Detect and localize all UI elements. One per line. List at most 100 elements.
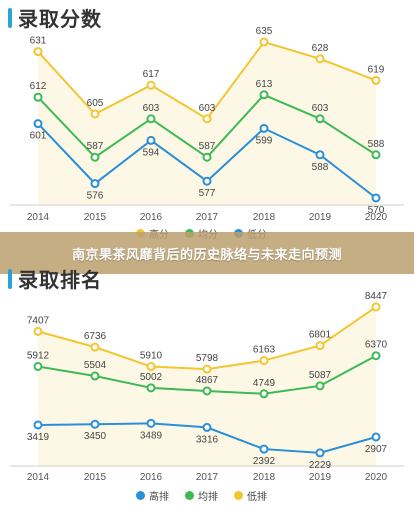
data-point (259, 389, 269, 399)
data-label: 570 (368, 205, 385, 216)
data-label: 588 (312, 162, 329, 173)
data-label: 3450 (84, 431, 107, 442)
x-tick-label: 2020 (365, 212, 388, 223)
banner-text: 南京果茶风靡背后的历史脉络与未来走向预测 (71, 246, 342, 262)
data-point (202, 114, 212, 124)
page-title-ranks: 录取排名 (18, 270, 102, 292)
legend-dot-icon (136, 491, 145, 500)
data-label: 5504 (84, 360, 107, 371)
data-label: 2229 (309, 460, 332, 471)
data-label: 603 (143, 103, 160, 114)
data-point (90, 152, 100, 162)
x-tick-label: 2017 (196, 472, 219, 483)
data-label: 619 (368, 64, 385, 75)
data-point (315, 150, 325, 160)
data-point (33, 361, 43, 371)
legend-item-avg-rank[interactable]: 均排 (185, 488, 218, 503)
data-label: 5087 (309, 370, 332, 381)
data-label: 635 (256, 26, 273, 37)
data-point (371, 351, 381, 361)
data-point (371, 193, 381, 203)
legend-label: 高排 (149, 492, 169, 503)
x-tick-label: 2017 (196, 212, 219, 223)
data-point (371, 75, 381, 85)
section-title-scores: 录取分数 (8, 3, 102, 32)
legend-ranks: 高排 均排 低排 (136, 488, 267, 503)
data-point (315, 341, 325, 351)
data-point (315, 448, 325, 458)
data-label: 587 (199, 141, 216, 152)
legend-label: 均排 (198, 492, 218, 503)
x-tick-label: 2015 (84, 472, 107, 483)
x-tick-label: 2018 (253, 472, 276, 483)
legend-item-high-rank[interactable]: 高排 (136, 488, 169, 503)
data-point (371, 302, 381, 312)
data-point (33, 47, 43, 57)
data-label: 612 (30, 81, 47, 92)
data-label: 4749 (253, 378, 276, 389)
data-point (371, 432, 381, 442)
data-label: 2392 (253, 456, 276, 467)
data-point (315, 114, 325, 124)
data-label: 576 (87, 191, 104, 202)
title-accent-bar (8, 7, 12, 28)
data-point (202, 364, 212, 374)
data-point (202, 152, 212, 162)
data-label: 5002 (140, 372, 163, 383)
data-point (146, 362, 156, 372)
overlay-banner[interactable]: 南京果茶风靡背后的历史脉络与未来走向预测 (0, 232, 414, 274)
data-label: 601 (30, 131, 47, 142)
data-point (90, 179, 100, 189)
legend-item-low-rank[interactable]: 低排 (234, 488, 267, 503)
data-label: 594 (143, 147, 160, 158)
data-point (146, 114, 156, 124)
data-label: 588 (368, 139, 385, 150)
data-label: 605 (87, 98, 104, 109)
x-tick-label: 2020 (365, 472, 388, 483)
data-point (90, 419, 100, 429)
data-point (146, 80, 156, 90)
data-label: 2907 (365, 444, 388, 455)
page-title-scores: 录取分数 (18, 9, 102, 31)
section-title-ranks: 录取排名 (8, 264, 102, 293)
data-label: 603 (199, 103, 216, 114)
data-point (146, 383, 156, 393)
title-accent-bar (8, 268, 12, 289)
legend-dot-icon (234, 491, 243, 500)
data-point (315, 381, 325, 391)
data-point (202, 422, 212, 432)
data-label: 6736 (84, 331, 107, 342)
data-point (315, 54, 325, 64)
data-label: 631 (30, 36, 47, 47)
x-tick-label: 2019 (309, 472, 332, 483)
data-label: 5798 (196, 353, 219, 364)
data-label: 5910 (140, 351, 163, 362)
data-point (33, 326, 43, 336)
data-point (90, 109, 100, 119)
data-point (371, 150, 381, 160)
data-point (33, 92, 43, 102)
data-label: 577 (199, 188, 216, 199)
x-tick-label: 2015 (84, 212, 107, 223)
data-point (33, 119, 43, 129)
data-point (259, 444, 269, 454)
data-label: 617 (143, 69, 160, 80)
data-point (202, 386, 212, 396)
data-label: 3419 (27, 432, 50, 443)
x-tick-label: 2016 (140, 212, 163, 223)
data-label: 599 (256, 135, 273, 146)
data-label: 628 (312, 43, 329, 54)
data-point (259, 356, 269, 366)
data-point (90, 342, 100, 352)
series-area-fill (38, 42, 376, 205)
x-tick-label: 2018 (253, 212, 276, 223)
data-label: 7407 (27, 315, 50, 326)
data-label: 613 (256, 79, 273, 90)
data-point (259, 90, 269, 100)
data-label: 4867 (196, 375, 219, 386)
data-label: 603 (312, 103, 329, 114)
data-point (202, 176, 212, 186)
data-label: 3316 (196, 434, 219, 445)
data-label: 6801 (309, 330, 332, 341)
